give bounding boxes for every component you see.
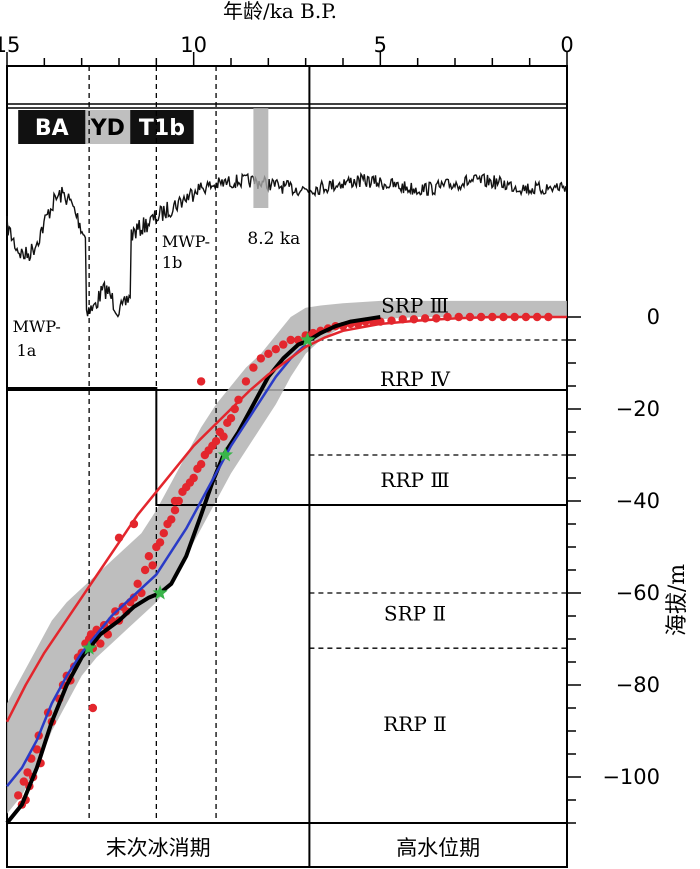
data-point-8 xyxy=(32,745,42,754)
period-label-0: 末次冰消期 xyxy=(106,836,211,860)
pulse-label-sub-1b: 1b xyxy=(162,253,182,272)
data-point-0 xyxy=(14,791,23,800)
y-tick-label-20: −20 xyxy=(616,397,660,421)
data-point-60 xyxy=(226,414,236,423)
series-line-black xyxy=(5,315,381,825)
data-point-68 xyxy=(279,340,288,349)
stage-label-1: RRP Ⅳ xyxy=(380,367,451,391)
period-bar-frame xyxy=(6,822,568,868)
stage-marker-1 xyxy=(152,585,168,600)
data-point-62 xyxy=(234,395,243,404)
data-point-50 xyxy=(189,473,198,483)
data-point-56 xyxy=(211,437,221,446)
x-tick-label-10: 10 xyxy=(180,33,207,57)
x-tick-label-5: 5 xyxy=(374,33,387,57)
data-point-64 xyxy=(249,363,258,372)
data-point-38 xyxy=(144,552,154,561)
y-axis-title: 海拔/m xyxy=(665,564,690,636)
data-point-58 xyxy=(219,432,228,441)
stage-label-3: SRP Ⅱ xyxy=(384,602,446,626)
pulse-label-1b: MWP- xyxy=(162,232,210,251)
data-point-44 xyxy=(167,515,176,524)
x-tick-label-0: 0 xyxy=(560,33,573,57)
data-point-52 xyxy=(196,460,206,469)
data-point-41 xyxy=(155,538,165,547)
data-point-2 xyxy=(19,777,28,786)
zone-label-t1b: T1b xyxy=(139,116,185,141)
zone-block-t1b xyxy=(130,110,194,144)
series-line-red xyxy=(5,315,567,723)
y-tick-label-80: −80 xyxy=(616,673,660,697)
series-line-blue xyxy=(6,343,307,787)
stage-marker-2 xyxy=(217,447,233,462)
data-point-42 xyxy=(159,529,168,538)
data-point-66 xyxy=(264,349,273,358)
zone-label-ba: BA xyxy=(35,116,69,141)
stage-marker-0 xyxy=(81,640,97,655)
data-point-22 xyxy=(86,630,96,639)
data-point-69 xyxy=(286,335,295,345)
y-tick-label-100: −100 xyxy=(602,765,660,789)
data-point-35 xyxy=(133,579,142,588)
data-point-65 xyxy=(256,354,266,363)
data-point-34 xyxy=(129,593,139,602)
data-point-4 xyxy=(23,768,32,777)
data-point-25 xyxy=(96,639,105,648)
stage-marker-3 xyxy=(299,332,316,347)
event-8-2-band xyxy=(253,108,269,208)
data-point-63 xyxy=(241,377,251,386)
data-point-39 xyxy=(148,561,157,570)
stage-label-4: RRP Ⅱ xyxy=(383,712,447,736)
data-point-37 xyxy=(140,565,150,575)
period-label-1: 高水位期 xyxy=(396,836,480,860)
step-curve xyxy=(7,387,567,506)
data-point-67 xyxy=(271,345,280,354)
data-point-45 xyxy=(170,506,180,515)
y-tick-label-0: 0 xyxy=(647,305,660,329)
event-8-2-label: 8.2 ka xyxy=(247,229,300,249)
stage-label-2: RRP Ⅲ xyxy=(380,468,449,492)
zone-block-ba xyxy=(18,110,86,144)
x-axis-title: 年龄/ka B.P. xyxy=(223,0,337,23)
pulse-label-sub-1a: 1a xyxy=(17,341,37,360)
pulse-label-1a: MWP- xyxy=(13,317,61,336)
zone-bar-line xyxy=(6,103,568,109)
zone-block-yd xyxy=(85,110,131,144)
y-tick-label-40: −40 xyxy=(616,489,660,513)
data-point-100 xyxy=(170,496,180,506)
x-tick-label-15: 15 xyxy=(0,33,20,57)
isotope-curve xyxy=(6,171,567,318)
uncertainty-band xyxy=(7,300,567,814)
stage-label-0: SRP Ⅲ xyxy=(381,293,449,317)
zone-label-yd: YD xyxy=(90,116,125,141)
data-point-101 xyxy=(196,377,206,386)
data-point-97 xyxy=(88,703,98,713)
y-tick-label-60: −60 xyxy=(616,581,660,605)
